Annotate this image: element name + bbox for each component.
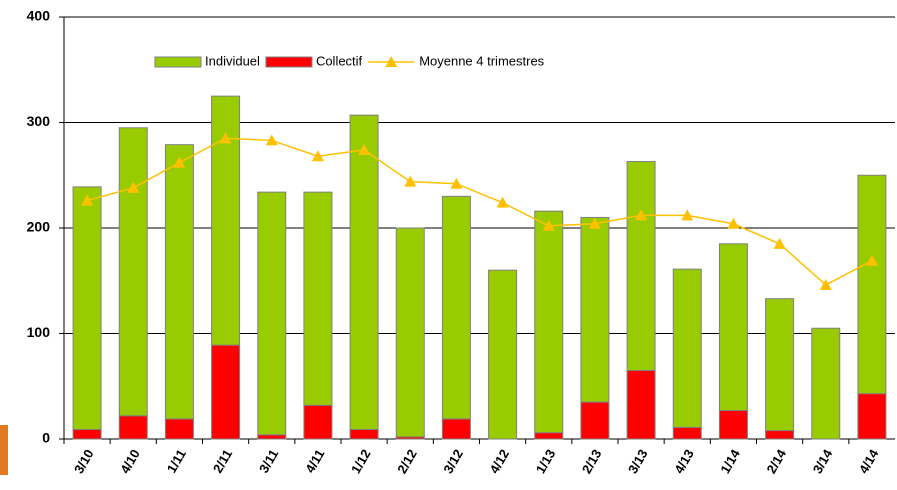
bar	[672, 268, 702, 428]
marker	[311, 150, 324, 162]
x-tick-label: 4/13	[671, 447, 697, 476]
bar	[534, 432, 564, 440]
bar	[395, 227, 425, 438]
bar	[118, 415, 148, 440]
legend-label: Moyenne 4 trimestres	[419, 53, 544, 68]
bar	[626, 161, 656, 371]
bar	[857, 393, 887, 440]
x-tick-label: 4/14	[856, 446, 882, 476]
marker	[127, 181, 140, 193]
marker	[727, 217, 740, 229]
marker	[819, 278, 832, 290]
y-tick-label: 400	[27, 8, 51, 24]
x-tick-label: 1/12	[348, 447, 374, 476]
bar	[118, 127, 148, 417]
bar	[164, 144, 194, 420]
x-tick-label: 3/10	[71, 447, 97, 476]
marker	[681, 209, 694, 221]
legend-swatch	[154, 56, 202, 68]
bar	[580, 401, 610, 440]
x-tick-label: 4/11	[302, 447, 327, 476]
bar	[164, 418, 194, 440]
legend-label: Collectif	[316, 53, 363, 68]
legend-label: Individuel	[205, 53, 260, 68]
marker	[404, 175, 417, 187]
bar	[672, 426, 702, 440]
x-tick-label: 3/12	[440, 447, 466, 476]
bar	[72, 186, 102, 431]
marker	[173, 156, 186, 168]
marker	[773, 237, 786, 249]
legend-swatch	[265, 56, 313, 68]
bar	[349, 114, 379, 431]
bar	[441, 195, 471, 420]
bar	[718, 410, 748, 440]
bar	[580, 216, 610, 403]
bar	[441, 418, 471, 440]
bar	[211, 344, 241, 440]
bar	[349, 429, 379, 440]
decoration	[0, 425, 8, 475]
x-tick-label: 3/14	[810, 446, 836, 476]
bar	[72, 429, 102, 440]
y-tick-label: 0	[42, 430, 50, 446]
marker	[865, 254, 878, 266]
marker	[635, 209, 648, 221]
bar	[303, 191, 333, 406]
y-tick-label: 300	[27, 113, 51, 129]
bar	[534, 210, 564, 434]
marker	[496, 196, 509, 208]
marker	[219, 132, 232, 144]
x-tick-label: 3/11	[256, 447, 281, 476]
x-tick-label: 2/14	[764, 446, 790, 476]
x-tick-label: 4/12	[487, 447, 513, 476]
x-tick-label: 1/11	[164, 447, 189, 476]
bar	[257, 191, 287, 436]
bar	[626, 369, 656, 440]
bar	[303, 404, 333, 440]
bar	[257, 434, 287, 440]
bar	[765, 298, 795, 432]
bar	[857, 174, 887, 395]
marker	[542, 219, 555, 231]
y-tick-label: 200	[27, 219, 51, 235]
x-tick-label: 3/13	[625, 447, 651, 476]
marker	[81, 194, 94, 206]
x-tick-label: 1/14	[717, 446, 743, 476]
line	[86, 137, 873, 286]
bar	[718, 243, 748, 412]
bar	[488, 269, 518, 440]
bar	[765, 430, 795, 440]
marker	[450, 177, 463, 189]
x-tick-label: 4/10	[117, 447, 143, 476]
x-tick-label: 2/12	[394, 447, 420, 476]
legend-marker	[385, 56, 398, 67]
x-tick-label: 2/13	[579, 447, 605, 476]
x-tick-label: 2/11	[210, 447, 235, 476]
x-tick-label: 1/13	[533, 447, 559, 476]
marker	[588, 217, 601, 229]
marker	[265, 134, 278, 146]
y-tick-label: 100	[27, 324, 51, 340]
marker	[358, 143, 371, 155]
bar	[811, 327, 841, 440]
